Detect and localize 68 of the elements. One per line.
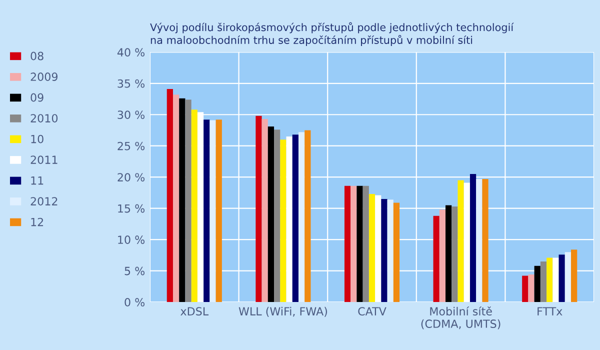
bar	[571, 250, 578, 302]
legend-label: 2010	[30, 114, 58, 122]
legend-label: 2011	[30, 156, 58, 164]
legend-label: 10	[31, 134, 44, 144]
bar	[534, 266, 540, 302]
legend-label: 12	[31, 218, 44, 226]
bar	[185, 100, 192, 302]
bar	[446, 205, 452, 302]
bar	[262, 119, 268, 302]
bar	[387, 200, 394, 302]
bar	[216, 120, 222, 302]
bar	[452, 206, 458, 302]
bar	[540, 261, 547, 302]
bar	[470, 174, 476, 302]
y-tick-label: 15 %	[118, 204, 145, 213]
bar	[433, 216, 440, 302]
y-tick-label: 20 %	[118, 173, 145, 182]
legend-label: 08	[30, 52, 44, 60]
bar	[552, 258, 559, 302]
bar	[381, 198, 388, 302]
bar	[292, 134, 298, 302]
y-tick-label: 40 %	[117, 48, 145, 57]
bar	[256, 116, 262, 302]
bar	[558, 254, 565, 302]
chart-title: Vývoj podílu širokopásmových přístupů podle jednotlivých technologií na maloobchodním trhu se započítáním přístupů v mobilní síti	[150, 22, 514, 46]
bar	[280, 140, 286, 302]
bar	[191, 110, 198, 302]
bar	[350, 186, 357, 302]
bar	[204, 120, 210, 302]
y-tick-label: 30 %	[118, 110, 145, 120]
legend-label: 11	[31, 176, 44, 185]
bar	[375, 195, 382, 302]
bar	[210, 120, 216, 302]
bar	[439, 210, 446, 302]
bar	[476, 178, 482, 302]
bar	[344, 186, 351, 302]
bar	[528, 274, 534, 302]
bar	[464, 182, 470, 302]
bar	[522, 276, 528, 302]
bar	[564, 252, 572, 302]
y-tick-label: 5 %	[124, 266, 145, 276]
y-tick-label: 35 %	[118, 79, 145, 88]
legend-label: 09	[30, 93, 44, 102]
x-tick-label: CATV	[358, 307, 386, 316]
x-tick-label: FTTx	[538, 307, 562, 316]
x-tick-label: WLL (WiFi, FWA)	[238, 306, 327, 317]
legend-label: 2012	[30, 197, 58, 206]
bar	[368, 194, 376, 302]
legend-label: 2009	[30, 72, 58, 81]
bar	[482, 178, 488, 302]
bar	[179, 98, 186, 302]
x-tick-label: xDSL	[180, 307, 209, 316]
bar	[166, 89, 173, 302]
bar	[304, 130, 311, 302]
bar	[274, 130, 280, 302]
bar	[286, 136, 292, 302]
x-tick-label: Mobilní sítě (CDMA, UMTS)	[421, 306, 500, 330]
y-tick-label: 25 %	[118, 142, 145, 150]
bar	[546, 258, 553, 302]
bar	[393, 202, 400, 302]
y-tick-label: 10 %	[118, 236, 145, 244]
y-tick-label: 0 %	[124, 298, 145, 306]
bar	[172, 94, 180, 302]
bar	[298, 132, 305, 302]
bar	[268, 126, 274, 302]
bar	[458, 180, 464, 302]
bar	[362, 186, 369, 302]
bar	[356, 186, 363, 302]
